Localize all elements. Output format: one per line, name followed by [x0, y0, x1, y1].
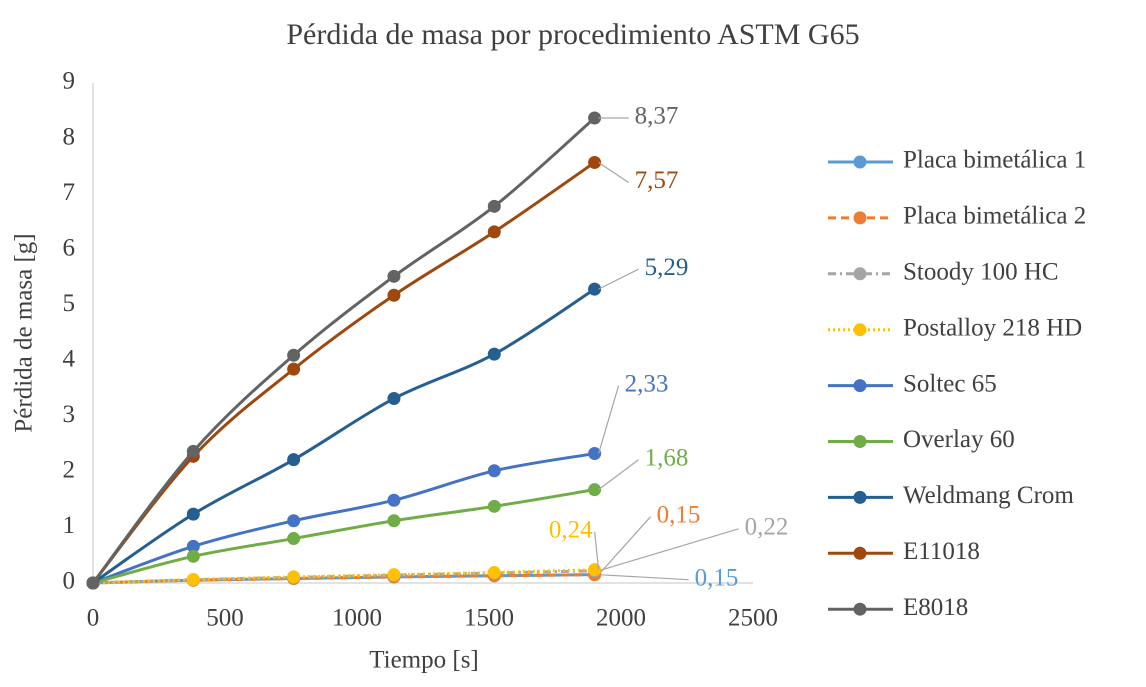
leader-line	[598, 385, 620, 454]
data-point	[487, 499, 501, 513]
series-line	[92, 568, 595, 585]
data-label: 0,22	[745, 514, 789, 541]
data-point	[588, 447, 602, 461]
data-point	[287, 514, 301, 528]
legend-marker	[853, 435, 867, 448]
y-axis-label: Pérdida de masa [g]	[11, 233, 38, 432]
leader-line	[598, 574, 689, 581]
data-point	[487, 347, 501, 361]
x-tick-label: 500	[206, 605, 244, 632]
leader-line	[598, 516, 652, 576]
y-tick-label: 6	[63, 234, 76, 261]
data-point	[487, 565, 501, 579]
legend-marker	[853, 267, 867, 281]
x-axis-label: Tiempo [s]	[369, 647, 479, 674]
data-point	[186, 573, 200, 587]
y-tick-label: 3	[63, 401, 76, 428]
x-tick-label: 0	[87, 605, 100, 632]
data-point	[186, 507, 200, 521]
legend-label: Weldmang Crom	[903, 482, 1074, 509]
x-tick-label: 1500	[464, 605, 514, 632]
data-point	[487, 225, 501, 239]
legend-label: Overlay 60	[903, 426, 1015, 453]
series-line	[92, 287, 596, 585]
series-line	[92, 452, 595, 585]
legend-label: E8018	[903, 594, 968, 621]
x-tick-label: 2500	[728, 605, 778, 632]
legend-marker	[853, 323, 867, 337]
leader-line	[598, 161, 629, 183]
data-label: 1,68	[645, 444, 689, 471]
leader-line	[598, 268, 639, 290]
data-point	[186, 549, 200, 563]
legend-marker	[853, 211, 867, 225]
data-label: 8,37	[635, 103, 679, 130]
leader-line	[598, 459, 639, 491]
y-tick-label: 7	[63, 179, 76, 206]
data-point	[487, 464, 501, 478]
data-point	[287, 532, 301, 546]
legend-label: Postalloy 218 HD	[903, 314, 1082, 341]
x-tick-label: 1000	[332, 605, 382, 632]
data-point	[186, 444, 200, 458]
data-label: 0,24	[549, 516, 593, 543]
series-line	[92, 488, 595, 585]
legend-marker	[853, 155, 867, 169]
data-point	[287, 570, 301, 584]
y-tick-label: 1	[63, 512, 76, 539]
data-point	[387, 269, 401, 283]
series-line	[91, 116, 596, 584]
legend-marker	[853, 379, 867, 393]
data-point	[588, 282, 602, 296]
data-point	[387, 568, 401, 582]
x-tick-label: 2000	[596, 605, 646, 632]
legend-label: Placa bimetálica 1	[903, 147, 1086, 174]
y-tick-label: 4	[63, 346, 76, 373]
data-point	[487, 199, 501, 213]
y-tick-label: 8	[63, 123, 76, 150]
data-point	[387, 514, 401, 528]
data-label: 2,33	[625, 370, 669, 397]
data-point	[287, 348, 301, 362]
leader-line	[594, 531, 600, 570]
y-tick-label: 0	[63, 568, 76, 595]
data-label: 5,29	[645, 254, 689, 281]
data-point	[387, 392, 401, 406]
legend-marker	[853, 490, 867, 504]
data-label: 0,15	[657, 501, 701, 528]
series-line	[91, 161, 596, 584]
data-label: 7,57	[635, 167, 679, 194]
data-point	[387, 493, 401, 507]
y-tick-label: 5	[63, 290, 76, 317]
series-line	[92, 573, 595, 585]
chart-title: Pérdida de masa por procedimiento ASTM G…	[286, 18, 859, 51]
data-point	[588, 563, 602, 577]
data-point	[287, 453, 301, 467]
legend-label: Soltec 65	[903, 370, 997, 397]
data-point	[86, 576, 100, 590]
y-tick-label: 9	[63, 68, 76, 95]
data-point	[387, 288, 401, 302]
legend-marker	[853, 546, 867, 560]
data-point	[588, 483, 602, 497]
leader-line	[598, 528, 739, 572]
data-label: 0,15	[695, 564, 739, 591]
legend-label: Stoody 100 HC	[903, 259, 1059, 286]
legend-label: Placa bimetálica 2	[903, 203, 1086, 230]
data-point	[186, 539, 200, 553]
data-point	[588, 155, 602, 169]
legend-label: E11018	[903, 538, 980, 565]
data-point	[588, 111, 602, 125]
legend-marker	[853, 602, 867, 616]
data-point	[287, 362, 301, 376]
y-tick-label: 2	[63, 457, 76, 484]
